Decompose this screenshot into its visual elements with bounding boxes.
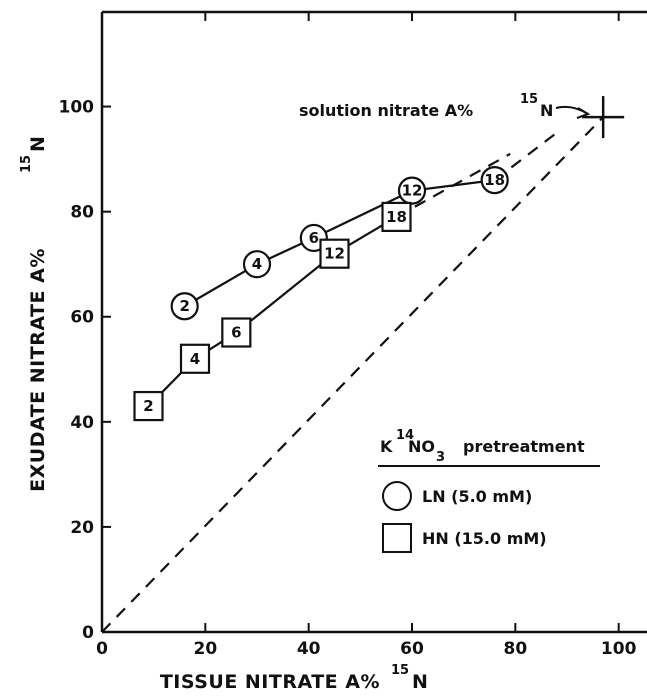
legend-entry-ln: LN (5.0 mM) (422, 487, 532, 506)
legend-title-sup: 14 (396, 428, 414, 443)
y-tick-label: 100 (59, 98, 95, 118)
legend-title-prefix: K (380, 437, 393, 456)
square-marker (133, 390, 164, 422)
y-tick-label: 60 (70, 308, 94, 328)
x-tick-label: 20 (193, 639, 217, 659)
square-marker (381, 201, 412, 233)
annotation: solution nitrate A% 15 N (299, 92, 591, 120)
y-axis-title: EXUDATE NITRATE A% (27, 248, 49, 492)
x-axis-title-sup: 15 (391, 663, 409, 678)
circle-marker-label: 6 (309, 229, 319, 247)
legend-title-mid: NO (408, 437, 435, 456)
square-marker-label: 6 (231, 324, 241, 342)
x-tick-label: 100 (601, 639, 637, 659)
annotation-suffix: N (540, 101, 553, 120)
x-axis-title: TISSUE NITRATE A% (160, 671, 380, 693)
square-marker-label: 12 (324, 245, 345, 263)
square-marker (179, 343, 211, 374)
circle-marker (242, 250, 272, 279)
square-marker (319, 238, 350, 269)
plot-frame (100, 10, 647, 634)
circle-marker (170, 292, 199, 321)
y-tick-label: 40 (70, 413, 94, 433)
y-tick-label: 0 (82, 623, 94, 643)
legend: K 14 NO 3 pretreatment LN (5.0 mM) HN (1… (378, 428, 600, 553)
square-marker-label: 4 (190, 350, 200, 368)
dashed-line (493, 131, 558, 182)
legend-square-marker (382, 523, 412, 553)
circle-marker-label: 12 (402, 182, 423, 200)
legend-title-sub: 3 (436, 450, 445, 465)
annotation-arrowhead (576, 107, 591, 119)
x-tick-label: 80 (503, 639, 527, 659)
legend-circle-marker (382, 481, 412, 511)
legend-title-suffix: pretreatment (463, 437, 585, 456)
circle-marker (397, 176, 427, 205)
y-axis-title-suffix: N (27, 136, 49, 152)
axis-ticks: 0 20 40 60 80 100 0 20 40 60 80 100 (59, 12, 637, 659)
circle-marker (480, 166, 509, 195)
x-tick-label: 40 (297, 639, 321, 659)
x-axis-title-suffix: N (412, 671, 428, 693)
circle-marker-label: 2 (179, 297, 189, 315)
circle-marker-label: 18 (484, 171, 505, 189)
annotation-sup: 15 (520, 92, 538, 107)
square-marker (221, 317, 252, 348)
y-tick-label: 20 (70, 518, 94, 538)
square-marker-label: 18 (386, 208, 407, 226)
x-tick-label: 60 (400, 639, 424, 659)
square-marker-label: 2 (143, 397, 153, 415)
y-axis-title-sup: 15 (19, 155, 34, 173)
y-tick-label: 80 (70, 203, 94, 223)
circle-marker-label: 4 (252, 255, 262, 273)
annotation-text: solution nitrate A% (299, 101, 473, 120)
legend-entry-hn: HN (15.0 mM) (422, 529, 547, 548)
x-tick-label: 0 (96, 639, 108, 659)
dashed-line (101, 116, 604, 633)
